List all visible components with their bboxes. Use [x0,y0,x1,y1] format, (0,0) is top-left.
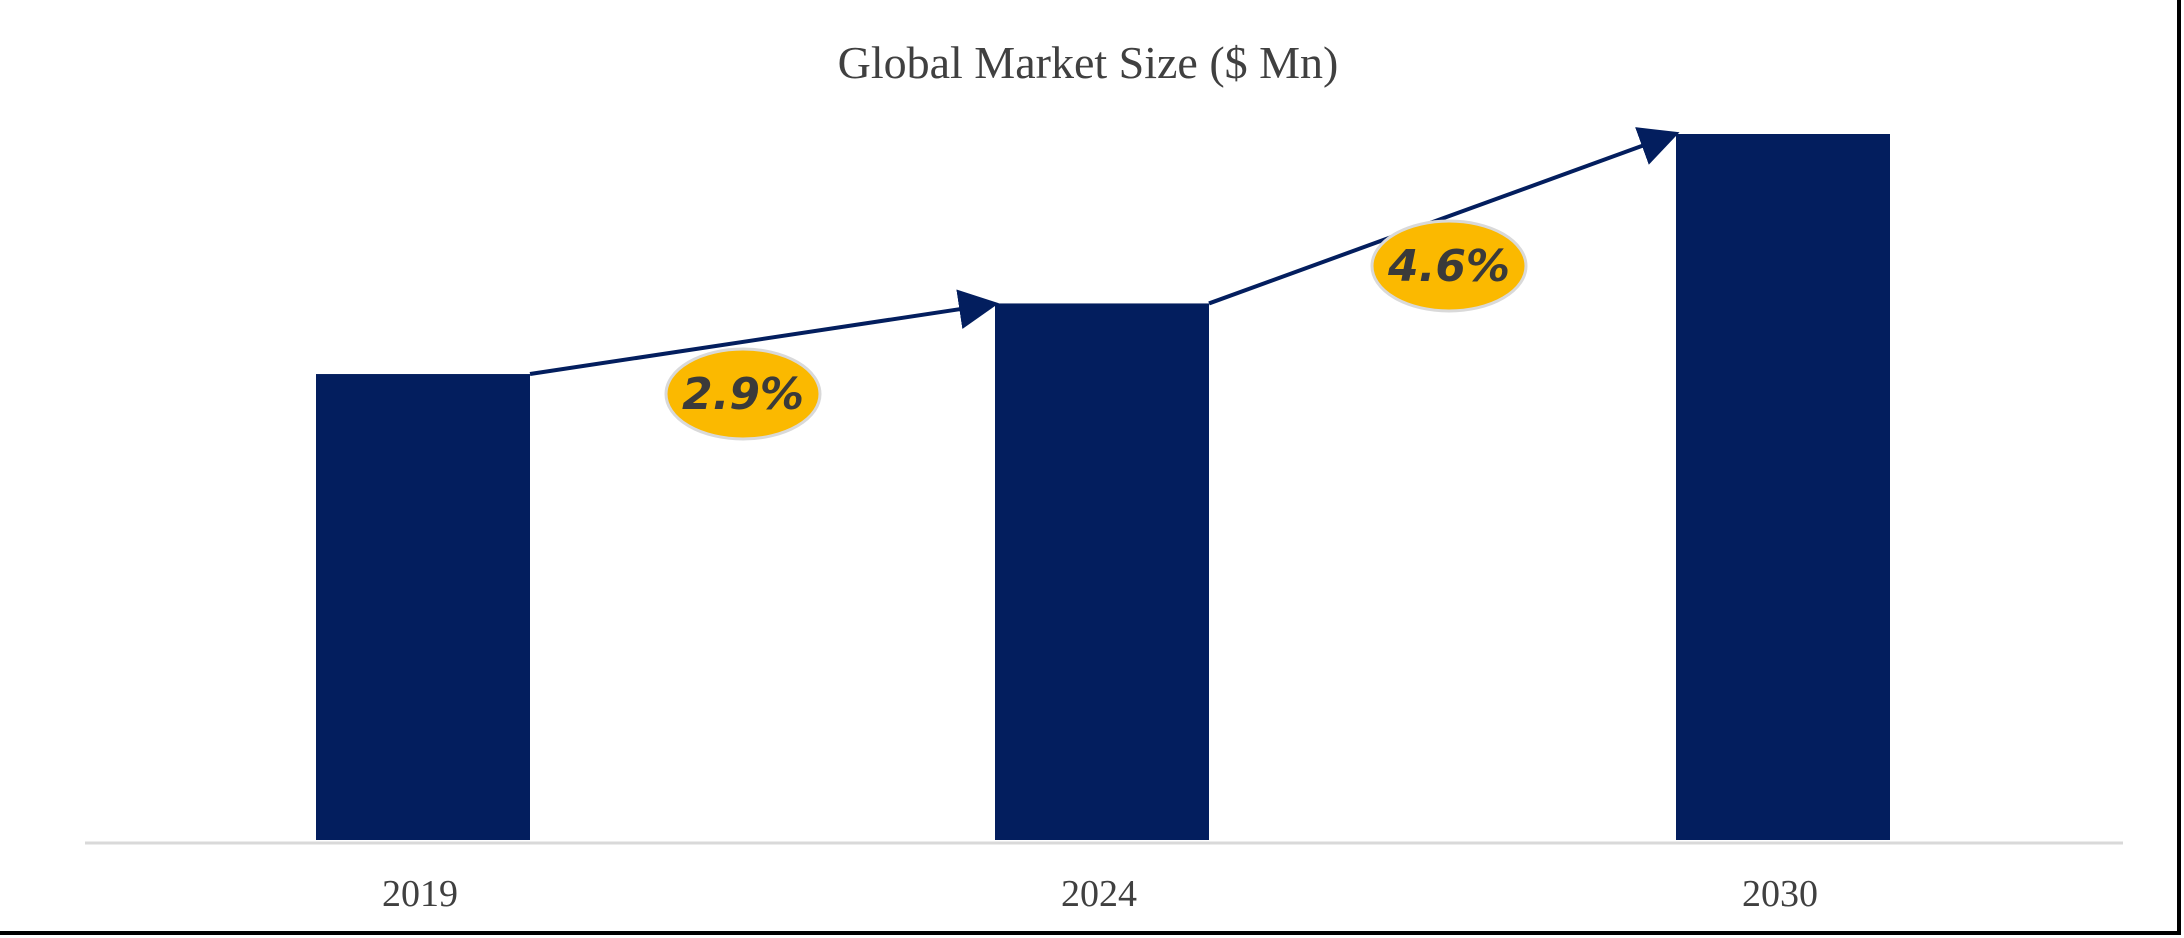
cagr-label: 2.9% [682,369,804,420]
growth-annotations: 2.9% 4.6% [529,127,1680,441]
x-tick-label: 2019 [382,873,458,915]
cagr-badge [1370,219,1528,313]
bar-2024 [995,303,1209,840]
growth-arrow [1208,127,1680,306]
x-tick-label: 2030 [1742,873,1818,915]
x-axis-ticks: 2019 2024 2030 [382,873,1818,915]
growth-arrow [529,289,999,377]
cagr-label: 4.6% [1387,241,1510,292]
x-tick-label: 2024 [1061,873,1137,915]
bars-layer [316,134,1890,840]
cagr-badge [664,347,822,441]
chart-title: Global Market Size ($ Mn) [838,37,1339,88]
bar-2030 [1676,134,1890,840]
bar-2019 [316,374,530,840]
